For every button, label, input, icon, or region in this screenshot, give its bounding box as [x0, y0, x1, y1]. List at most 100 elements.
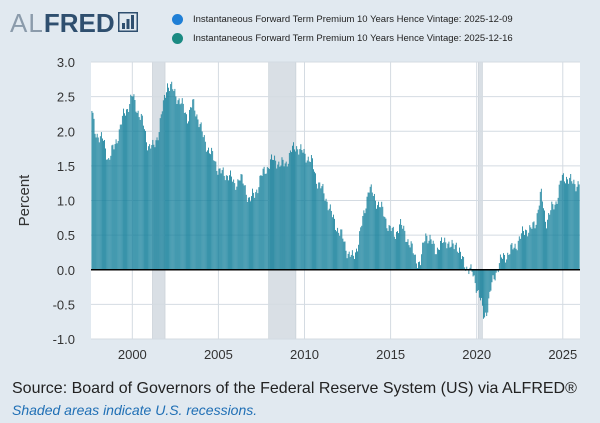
data-bar	[233, 179, 235, 270]
data-bar	[240, 174, 242, 270]
data-bar	[393, 236, 395, 270]
data-bar	[155, 140, 157, 270]
data-bar	[550, 210, 552, 270]
data-bar	[476, 269, 478, 292]
data-bar	[156, 137, 158, 270]
data-bar	[388, 224, 390, 270]
data-bar	[418, 262, 419, 270]
data-bar	[245, 194, 247, 270]
data-bar	[329, 204, 331, 270]
data-bar	[314, 171, 315, 270]
data-bar	[229, 175, 230, 270]
data-bar	[223, 175, 225, 270]
data-bar	[124, 113, 125, 270]
data-bar	[190, 107, 192, 270]
data-bar	[241, 174, 243, 270]
data-bar	[367, 192, 369, 270]
data-bar	[259, 175, 261, 270]
data-bar	[232, 181, 234, 270]
data-bar	[136, 112, 138, 270]
data-bar	[556, 203, 558, 270]
data-bar	[434, 254, 436, 270]
data-bar	[506, 259, 508, 270]
data-bar	[198, 127, 200, 270]
data-bar	[193, 99, 195, 270]
data-bar	[568, 183, 570, 270]
data-bar	[341, 229, 343, 270]
data-bar	[362, 215, 364, 270]
data-bar	[200, 122, 202, 270]
data-bar	[179, 104, 181, 270]
data-bar	[284, 163, 286, 270]
data-bar	[484, 269, 486, 318]
data-bar	[368, 192, 370, 270]
data-bar	[492, 269, 494, 276]
data-bar	[189, 109, 190, 270]
data-bar	[401, 224, 403, 270]
y-axis-ticks: 3.0 2.5 2.0 1.5 1.0 0.5 0.0 -0.5 -1.0	[53, 55, 75, 347]
data-bar	[146, 142, 147, 270]
data-bar	[158, 132, 160, 270]
data-bar	[162, 100, 164, 270]
data-bar	[253, 192, 255, 270]
data-bar	[244, 185, 246, 270]
data-bar	[472, 269, 474, 277]
data-bar	[406, 241, 408, 270]
data-bar	[211, 147, 213, 270]
data-bar	[414, 254, 416, 270]
data-bar	[489, 269, 491, 292]
data-bar	[239, 180, 241, 270]
data-bar	[519, 238, 521, 270]
data-bar	[247, 197, 249, 270]
data-bar	[110, 155, 112, 270]
alfred-logo[interactable]: AL FRED	[10, 8, 138, 39]
data-bar	[387, 230, 389, 270]
data-bar	[231, 176, 232, 270]
data-bar	[208, 147, 209, 270]
data-bar	[321, 186, 323, 270]
data-bar	[96, 133, 98, 270]
data-bar	[280, 165, 282, 270]
data-bar	[125, 115, 126, 270]
data-bars	[91, 81, 580, 319]
data-bar	[94, 133, 96, 270]
data-bar	[520, 233, 522, 270]
data-bar	[562, 173, 564, 270]
data-bar	[436, 247, 438, 270]
data-bar	[207, 150, 208, 270]
data-bar	[551, 201, 553, 270]
data-bar	[246, 201, 248, 270]
data-bar	[338, 232, 340, 270]
data-bar	[428, 240, 430, 270]
data-bar	[571, 181, 573, 270]
legend-item[interactable]: Instantaneous Forward Term Premium 10 Ye…	[172, 10, 513, 29]
data-bar	[512, 249, 514, 270]
legend-item[interactable]: Instantaneous Forward Term Premium 10 Ye…	[172, 29, 513, 48]
data-bar	[400, 219, 402, 270]
data-bar	[399, 224, 400, 270]
data-bar	[297, 149, 299, 270]
data-bar	[220, 173, 222, 270]
data-bar	[347, 253, 349, 270]
data-bar	[298, 154, 300, 270]
y-tick-label: 1.0	[57, 194, 75, 209]
data-bar	[411, 243, 413, 270]
data-bar	[336, 231, 337, 270]
data-bar	[567, 179, 568, 270]
data-bar	[316, 183, 318, 270]
data-bar	[334, 218, 335, 270]
data-bar	[397, 231, 398, 270]
data-bar	[515, 248, 517, 270]
data-bar	[412, 253, 414, 270]
data-bar	[466, 266, 468, 270]
data-bar	[531, 228, 533, 270]
data-bar	[218, 168, 220, 270]
data-bar	[112, 144, 114, 270]
data-bar	[524, 235, 525, 270]
data-bar	[359, 231, 361, 270]
data-bar	[226, 175, 228, 270]
data-bar	[131, 96, 133, 270]
data-bar	[105, 148, 106, 270]
data-bar	[296, 146, 298, 270]
data-bar	[380, 207, 382, 270]
